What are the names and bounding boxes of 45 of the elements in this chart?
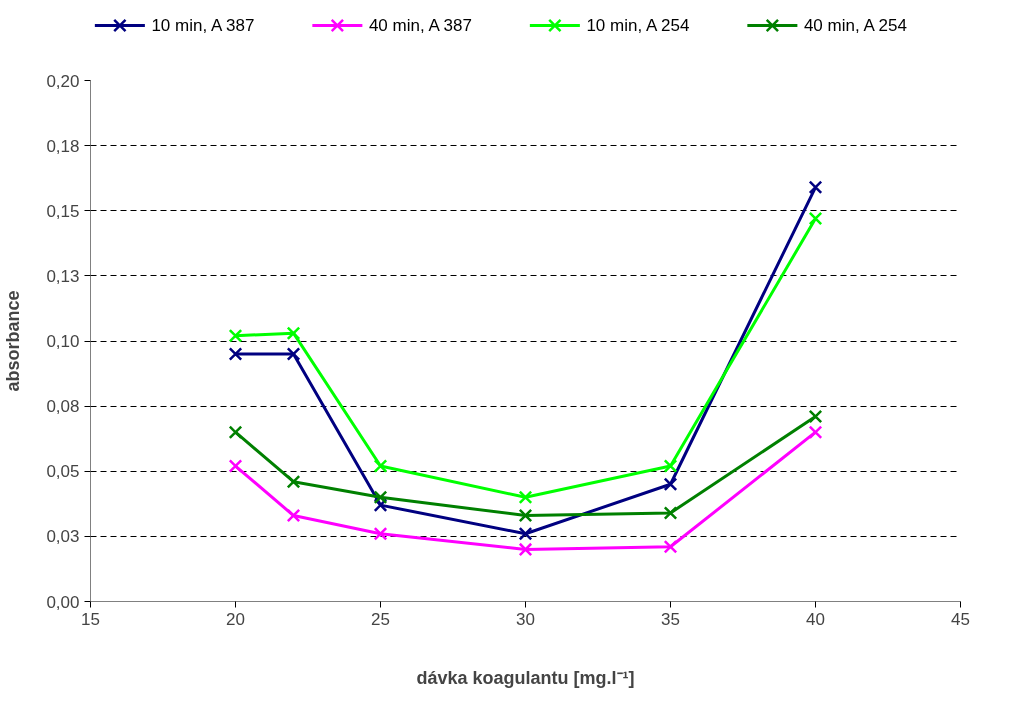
- point: [373, 526, 388, 541]
- y-tick-label: 0,13: [46, 266, 80, 286]
- x-tick-label: 45: [951, 609, 970, 629]
- y-tick-label: 0,05: [46, 462, 80, 482]
- x-axis-title: dávka koagulantu [mg.l⁻¹]: [416, 667, 635, 688]
- point: [808, 409, 823, 424]
- point: [808, 180, 823, 195]
- point: [663, 459, 678, 473]
- x-tick-label: 15: [81, 609, 100, 629]
- point: [286, 326, 301, 341]
- x-tick-label: 25: [371, 609, 390, 629]
- point: [518, 542, 533, 557]
- y-tick-label: 0,08: [46, 397, 80, 417]
- point: [808, 211, 823, 226]
- legend-label: 40 min, A 254: [803, 16, 907, 35]
- y-tick-label: 0,10: [46, 332, 80, 351]
- point: [518, 526, 533, 541]
- legend-label: 10 min, A 254: [586, 16, 690, 35]
- point: [286, 474, 301, 489]
- point: [663, 506, 678, 520]
- legend-label: 40 min, A 387: [368, 16, 472, 35]
- point: [286, 347, 301, 361]
- point: [518, 490, 533, 505]
- point: [663, 477, 678, 492]
- point: [228, 459, 243, 473]
- y-tick-label: 0,00: [46, 592, 80, 612]
- y-tick-label: 0,20: [46, 71, 80, 91]
- y-axis-title: absorbance: [3, 290, 24, 392]
- x-tick-label: 30: [516, 609, 535, 629]
- point: [808, 425, 823, 440]
- x-tick-label: 20: [226, 609, 245, 629]
- x-tick-label: 35: [661, 609, 680, 629]
- y-tick-label: 0,18: [46, 136, 80, 156]
- point: [663, 539, 678, 554]
- point: [286, 508, 301, 523]
- legend-label: 10 min, A 387: [151, 16, 255, 35]
- x-tick-label: 40: [806, 609, 825, 629]
- point: [518, 508, 533, 523]
- point: [373, 459, 388, 473]
- point: [228, 328, 243, 343]
- point: [373, 490, 388, 505]
- point: [228, 425, 243, 440]
- point: [228, 347, 243, 361]
- y-tick-label: 0,03: [46, 527, 80, 547]
- y-tick-label: 0,15: [46, 201, 80, 221]
